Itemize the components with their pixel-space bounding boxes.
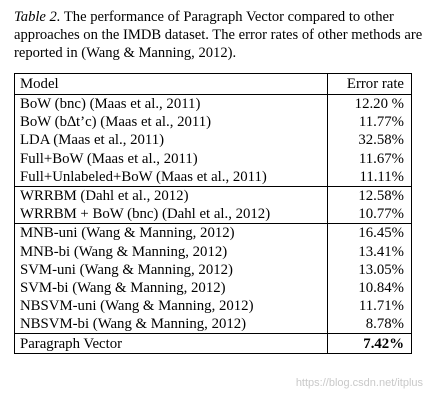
model-cell: WRRBM (Dahl et al., 2012) <box>14 185 328 206</box>
model-cell: SVM-uni (Wang & Manning, 2012) <box>14 260 328 279</box>
model-cell: Full+BoW (Maas et al., 2011) <box>14 149 328 168</box>
table-row: SVM-uni (Wang & Manning, 2012) 13.05% <box>14 260 412 279</box>
table-row: NBSVM-bi (Wang & Manning, 2012) 8.78% <box>14 315 412 334</box>
model-cell: LDA (Maas et al., 2011) <box>14 131 328 150</box>
error-rate-cell: 13.41% <box>327 242 412 261</box>
table-row: WRRBM (Dahl et al., 2012) 12.58% <box>14 185 412 206</box>
table-caption-label: Table 2. <box>14 9 61 25</box>
model-cell: Full+Unlabeled+BoW (Maas et al., 2011) <box>14 167 328 187</box>
table-caption: Table 2. The performance of Paragraph Ve… <box>14 8 424 62</box>
error-rate-cell: 11.67% <box>327 149 412 168</box>
table-row: BoW (bnc) (Maas et al., 2011) 12.20 % <box>14 94 412 114</box>
error-rate-cell: 11.71% <box>327 297 412 316</box>
model-cell: MNB-bi (Wang & Manning, 2012) <box>14 242 328 261</box>
header-row: Model Error rate <box>14 73 412 95</box>
error-rate-cell: 10.77% <box>327 205 412 224</box>
model-cell: NBSVM-bi (Wang & Manning, 2012) <box>14 315 328 334</box>
table-row: Full+Unlabeled+BoW (Maas et al., 2011) 11… <box>14 167 412 187</box>
error-rate-cell: 10.84% <box>327 278 412 298</box>
model-cell: MNB-uni (Wang & Manning, 2012) <box>14 223 328 243</box>
watermark: https://blog.csdn.net/itplus <box>295 377 423 389</box>
model-cell: WRRBM + BoW (bnc) (Dahl et al., 2012) <box>14 205 328 224</box>
error-rate-cell: 11.77% <box>327 113 412 132</box>
model-cell: BoW (b∆t’c) (Maas et al., 2011) <box>14 113 328 132</box>
table-row: LDA (Maas et al., 2011) 32.58% <box>14 131 412 150</box>
results-body: BoW (bnc) (Maas et al., 2011) 12.20 % BoW … <box>14 94 412 354</box>
table-row: WRRBM + BoW (bnc) (Dahl et al., 2012) 10.… <box>14 205 412 224</box>
error-rate-cell: 11.11% <box>327 167 412 187</box>
table-row: MNB-uni (Wang & Manning, 2012) 16.45% <box>14 223 412 243</box>
error-rate-cell: 13.05% <box>327 260 412 279</box>
table-row: MNB-bi (Wang & Manning, 2012) 13.41% <box>14 242 412 261</box>
table-row: NBSVM-uni (Wang & Manning, 2012) 11.71% <box>14 297 412 316</box>
error-rate-cell: 8.78% <box>327 315 412 334</box>
table-caption-text: The performance of Paragraph Vector comp… <box>14 9 423 61</box>
model-cell: BoW (bnc) (Maas et al., 2011) <box>14 94 328 114</box>
error-rate-cell: 12.58% <box>327 185 412 206</box>
header-model: Model <box>14 73 328 95</box>
model-cell: Paragraph Vector <box>14 333 328 354</box>
table-row: Full+BoW (Maas et al., 2011) 11.67% <box>14 149 412 168</box>
header-error-rate: Error rate <box>327 73 412 95</box>
error-rate-cell: 12.20 % <box>327 94 412 114</box>
model-cell: NBSVM-uni (Wang & Manning, 2012) <box>14 297 328 316</box>
model-cell: SVM-bi (Wang & Manning, 2012) <box>14 278 328 298</box>
error-rate-cell: 16.45% <box>327 223 412 243</box>
table-row: Paragraph Vector 7.42% <box>14 333 412 354</box>
error-rate-cell: 32.58% <box>327 131 412 150</box>
table-row: SVM-bi (Wang & Manning, 2012) 10.84% <box>14 278 412 298</box>
results-table: Model Error rate BoW (bnc) (Maas et al.,… <box>14 73 412 354</box>
table-row: BoW (b∆t’c) (Maas et al., 2011) 11.77% <box>14 113 412 132</box>
error-rate-cell: 7.42% <box>327 333 412 354</box>
